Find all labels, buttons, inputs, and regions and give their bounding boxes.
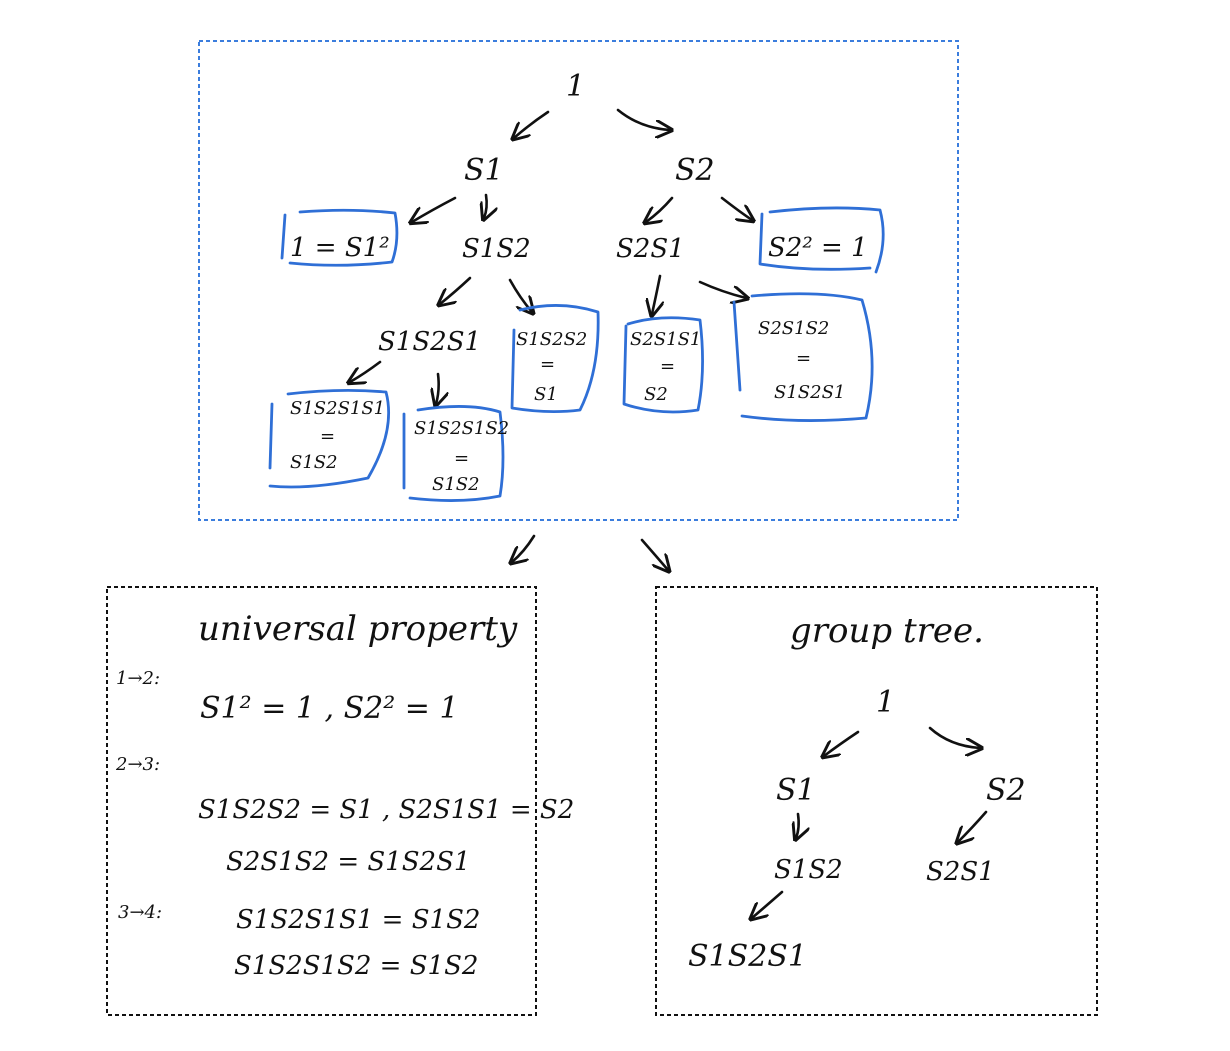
arrow-s1s2-to-s1s2s1 <box>440 276 472 304</box>
box-s1s2s1s1-top: S1S2S1S1 <box>290 398 385 419</box>
step3-equation-a: S1S2S1S1 = S1S2 <box>236 905 480 935</box>
box-s2s1s1-bottom: S2 <box>644 384 668 405</box>
arrow-s1s2-to-s1s2s2 <box>508 278 532 312</box>
arrow-s2s1-to-s2s1s1 <box>652 274 660 314</box>
box-s2s1s2-highlight <box>732 292 874 422</box>
arrow-s2-to-relation <box>720 196 752 220</box>
step2-equation-a: S1S2S2 = S1 , S2S1S1 = S2 <box>198 795 574 825</box>
right-relation-text: S2² = 1 <box>768 233 868 263</box>
step2-equation-b: S2S1S2 = S1S2S1 <box>226 847 470 877</box>
arrow-top-to-group-tree <box>640 538 668 570</box>
box-s1s2s1s2-top: S1S2S1S2 <box>414 418 509 439</box>
group-s2-node: S2 <box>986 773 1026 808</box>
top-tree-frame <box>198 40 959 521</box>
top-s1-node: S1 <box>464 153 504 188</box>
group-s1s2s1-node: S1S2S1 <box>688 939 807 974</box>
top-s1s2s1-node: S1S2S1 <box>378 327 481 357</box>
box-s2s1s1-eq: = <box>660 356 675 377</box>
universal-property-frame <box>106 586 537 1016</box>
box-s2s1s2-bottom: S1S2S1 <box>774 382 845 403</box>
group-s2s1-node: S2S1 <box>926 857 995 887</box>
arrow-s2-to-s2s1 <box>646 196 674 222</box>
arrow-s1-to-s1s2 <box>484 193 487 218</box>
arrow-root-to-s2 <box>616 108 670 130</box>
group-arrow-root-to-s1 <box>824 730 860 756</box>
step1-equation: S1² = 1 , S2² = 1 <box>200 691 459 726</box>
group-s1-node: S1 <box>776 773 816 808</box>
group-arrow-s1-to-s1s2 <box>796 812 799 838</box>
box-s1s2s2-highlight <box>510 304 600 413</box>
box-s1s2s1s2-eq: = <box>454 448 469 469</box>
arrow-s1s2s1-to-s1s2s1s1 <box>350 360 382 382</box>
right-relation-highlight <box>758 206 885 274</box>
box-s1s2s1s1-bottom: S1S2 <box>290 452 338 473</box>
group-arrow-root-to-s2 <box>928 726 980 748</box>
top-s2s1-node: S2S1 <box>616 234 685 264</box>
box-s1s2s2-top: S1S2S2 <box>516 329 587 350</box>
top-root-node: 1 <box>566 69 585 104</box>
group-arrow-s2-to-s2s1 <box>958 810 988 842</box>
left-relation-highlight <box>280 208 399 267</box>
group-tree-frame <box>655 586 1098 1016</box>
group-arrow-s1s2-to-s1s2s1 <box>752 890 784 918</box>
top-s1s2-node: S1S2 <box>462 234 531 264</box>
arrow-s1-to-relation <box>412 196 457 222</box>
group-root-node: 1 <box>876 685 895 720</box>
box-s1s2s2-bottom: S1 <box>534 384 558 405</box>
group-tree-title: group tree. <box>790 611 984 651</box>
left-relation-text: 1 = S1² <box>290 233 390 263</box>
box-s1s2s1s2-highlight <box>402 405 505 502</box>
box-s2s1s2-top: S2S1S2 <box>758 318 829 339</box>
box-s2s1s1-top: S2S1S1 <box>630 329 701 350</box>
step3-label: 3→4: <box>118 902 162 923</box>
box-s1s2s2-eq: = <box>540 354 555 375</box>
arrow-s2s1-to-s2s1s2 <box>698 280 746 298</box>
arrow-top-to-universal <box>512 534 536 562</box>
group-s1s2-node: S1S2 <box>774 855 843 885</box>
box-s2s1s2-eq: = <box>796 348 811 369</box>
box-s1s2s1s1-eq: = <box>320 426 335 447</box>
arrow-s1s2s1-to-s1s2s1s2 <box>436 372 439 404</box>
arrow-root-to-s1 <box>514 110 550 138</box>
step2-label: 2→3: <box>115 754 160 775</box>
step3-equation-b: S1S2S1S2 = S1S2 <box>234 951 478 981</box>
box-s2s1s1-highlight <box>622 316 704 414</box>
box-s1s2s1s1-highlight <box>268 389 390 489</box>
step1-label: 1→2: <box>116 668 160 689</box>
universal-property-title: universal property <box>198 609 518 649</box>
top-s2-node: S2 <box>675 153 715 188</box>
box-s1s2s1s2-bottom: S1S2 <box>432 474 480 495</box>
